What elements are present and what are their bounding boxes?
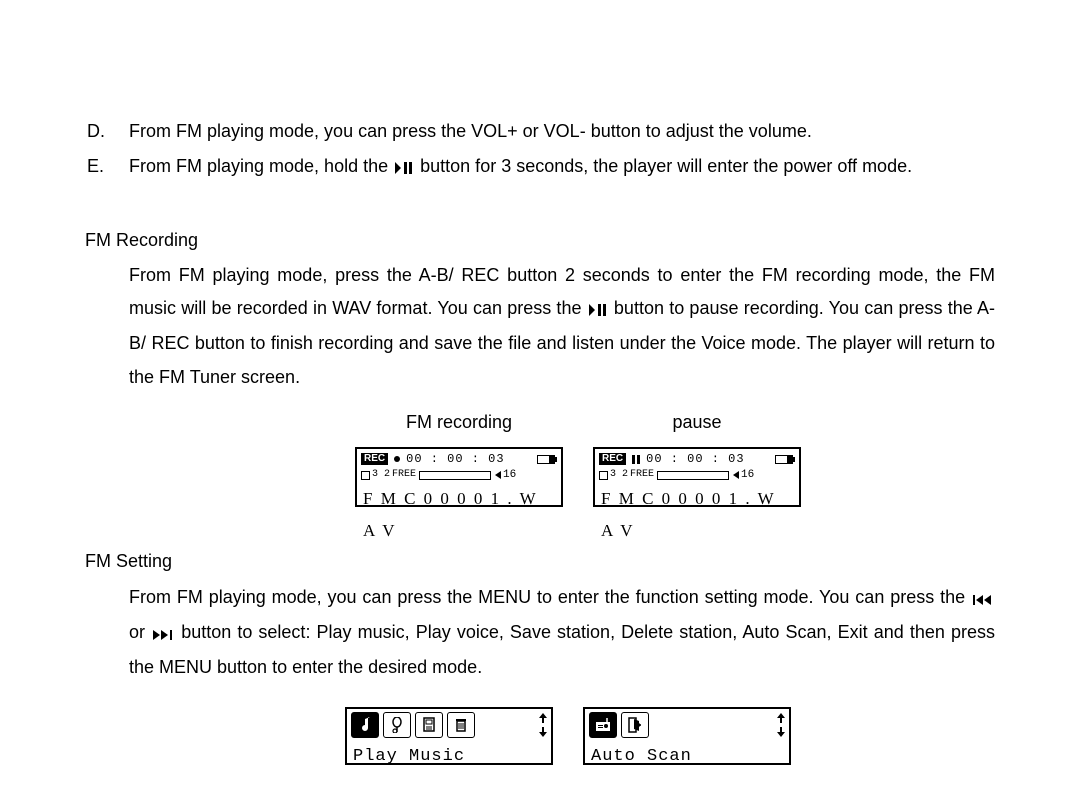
volume-icon [733, 471, 739, 479]
lcd-screen-pause: REC 00 : 00 : 03 3 2 FREE 16 F M C 0 0 0… [593, 447, 801, 507]
battery-icon [537, 455, 557, 464]
list-content: From FM playing mode, hold the button fo… [129, 150, 995, 185]
volume-icon [495, 471, 501, 479]
list-marker: E. [85, 150, 129, 185]
fm-recording-body: From FM playing mode, press the A-B/ REC… [129, 259, 995, 394]
play-pause-icon [395, 152, 413, 185]
delete-icon [447, 712, 475, 738]
box-icon [361, 471, 370, 480]
menu-label: Play Music [347, 741, 551, 772]
lcd-screens-row: FM recording REC 00 : 00 : 03 3 2 FREE 1… [355, 406, 995, 507]
menu-icons [347, 709, 551, 741]
lcd-mid-row: 3 2 FREE 16 [595, 467, 799, 483]
lcd-top-row: REC 00 : 00 : 03 [357, 449, 561, 467]
menu-screen-auto-scan: Auto Scan [583, 707, 791, 765]
exit-icon [621, 712, 649, 738]
free-num: 3 2 [610, 466, 628, 485]
list-item-d: D. From FM playing mode, you can press t… [85, 115, 995, 148]
music-note-icon [351, 712, 379, 738]
list-item-e: E. From FM playing mode, hold the button… [85, 150, 995, 185]
free-label: FREE [392, 466, 416, 485]
lcd-caption-recording: FM recording [406, 406, 512, 439]
lcd-top-row: REC 00 : 00 : 03 [595, 449, 799, 467]
prev-track-icon [973, 583, 993, 616]
box-icon [599, 471, 608, 480]
body-after: button to select: Play music, Play voice… [129, 622, 995, 677]
free-num: 3 2 [372, 466, 390, 485]
save-icon [415, 712, 443, 738]
menu-label: Auto Scan [585, 741, 789, 772]
fm-setting-body: From FM playing mode, you can press the … [129, 581, 995, 685]
lcd-screen-recording: REC 00 : 00 : 03 3 2 FREE 16 F M C 0 0 0… [355, 447, 563, 507]
text-before: From FM playing mode, hold the [129, 156, 393, 176]
voice-icon [383, 712, 411, 738]
scroll-arrows-icon [777, 713, 785, 737]
fm-recording-heading: FM Recording [85, 224, 995, 257]
play-pause-icon [589, 294, 607, 327]
lcd-pause-col: pause REC 00 : 00 : 03 3 2 FREE 16 F M C… [593, 406, 801, 507]
next-track-icon [153, 618, 173, 651]
lcd-caption-pause: pause [672, 406, 721, 439]
lcd-recording-col: FM recording REC 00 : 00 : 03 3 2 FREE 1… [355, 406, 563, 507]
lcd-filename: F M C 0 0 0 0 1 . W A V [357, 483, 561, 546]
fm-setting-heading: FM Setting [85, 545, 995, 578]
radio-icon [589, 712, 617, 738]
text-after: button for 3 seconds, the player will en… [420, 156, 912, 176]
record-dot-icon [394, 456, 400, 462]
scroll-arrows-icon [539, 713, 547, 737]
list-marker: D. [85, 115, 129, 148]
pause-icon [632, 455, 640, 464]
free-label: FREE [630, 466, 654, 485]
lcd-mid-row: 3 2 FREE 16 [357, 467, 561, 483]
free-bar [657, 471, 729, 480]
menu-icons [585, 709, 789, 741]
body-before: From FM playing mode, you can press the … [129, 587, 971, 607]
body-mid: or [129, 622, 151, 642]
menu-screens-row: Play Music Auto Scan [345, 707, 995, 765]
rec-badge: REC [361, 453, 388, 465]
lcd-filename: F M C 0 0 0 0 1 . W A V [595, 483, 799, 546]
free-bar [419, 471, 491, 480]
menu-screen-play-music: Play Music [345, 707, 553, 765]
list-content: From FM playing mode, you can press the … [129, 115, 995, 148]
battery-icon [775, 455, 795, 464]
rec-badge: REC [599, 453, 626, 465]
